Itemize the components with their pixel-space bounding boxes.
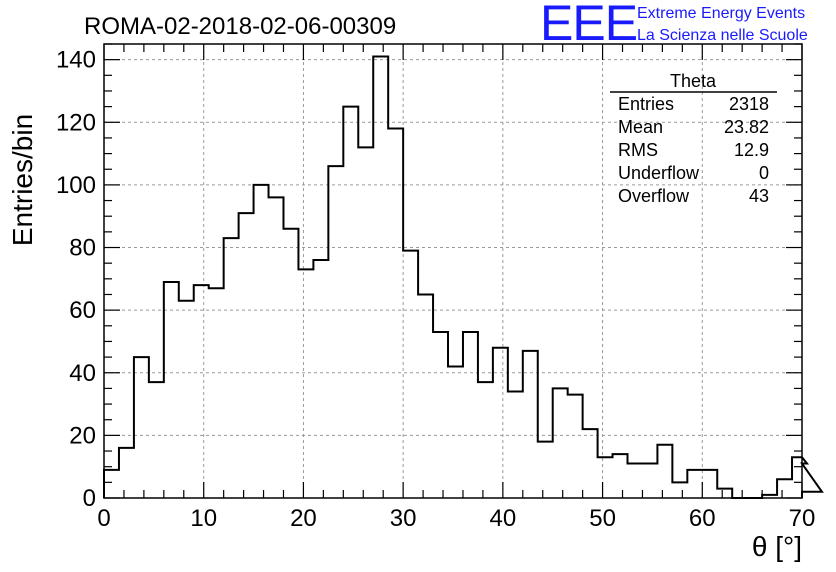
x-tick-label: 0: [97, 505, 110, 532]
y-axis-label: Entries/bin: [7, 114, 38, 246]
y-tick-label: 0: [83, 485, 96, 512]
logo-line-2: La Scienza nelle Scuole: [637, 27, 808, 44]
grid-lines: [104, 44, 802, 498]
eee-logo: EEE Extreme Energy Events La Scienza nel…: [540, 0, 808, 51]
tick-labels: 0 10 20 30 40 50 60 70 0 20 40 60 80 100 120 140: [56, 47, 815, 532]
stats-row-label: RMS: [618, 140, 658, 160]
y-tick-label: 80: [69, 235, 96, 262]
stats-row-value: 12.9: [734, 140, 769, 160]
x-tick-label: 10: [190, 505, 217, 532]
stats-row-value: 23.82: [724, 117, 769, 137]
y-tick-label: 100: [56, 172, 96, 199]
stats-row-value: 2318: [729, 94, 769, 114]
plot-frame: [103, 43, 803, 499]
stats-row-label: Overflow: [618, 186, 690, 206]
x-tick-label: 40: [490, 505, 517, 532]
y-tick-label: 20: [69, 422, 96, 449]
stats-row-label: Underflow: [618, 163, 700, 183]
y-tick-label: 140: [56, 47, 96, 74]
y-tick-label: 120: [56, 109, 96, 136]
x-tick-label: 70: [789, 505, 816, 532]
x-tick-label: 20: [290, 505, 317, 532]
stats-row-label: Entries: [618, 94, 674, 114]
x-tick-label: 50: [589, 505, 616, 532]
x-axis-label: θ [°]: [752, 531, 802, 562]
chart-title: ROMA-02-2018-02-06-00309: [84, 13, 396, 40]
x-tick-label: 60: [689, 505, 716, 532]
y-tick-label: 60: [69, 297, 96, 324]
logo-mark: EEE: [540, 0, 637, 51]
stats-row-value: 0: [759, 163, 769, 183]
axis-ticks: [103, 43, 803, 499]
stats-box-name: Theta: [670, 71, 717, 91]
stats-row-label: Mean: [618, 117, 663, 137]
stats-row-value: 43: [749, 186, 769, 206]
x-tick-label: 30: [390, 505, 417, 532]
logo-line-1: Extreme Energy Events: [637, 5, 805, 22]
histogram-line: [103, 55, 824, 499]
y-tick-label: 40: [69, 360, 96, 387]
stats-box: Theta Entries 2318 Mean 23.82 RMS 12.9 U…: [610, 71, 777, 206]
